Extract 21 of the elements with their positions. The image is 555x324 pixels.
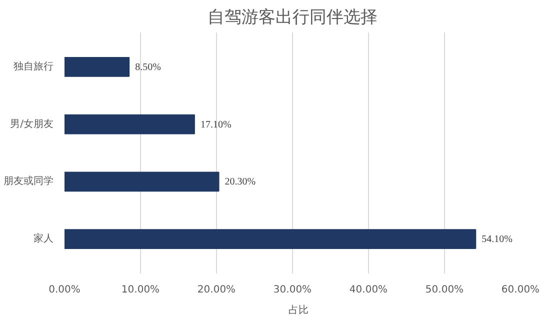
x-tick-label: 20.00%: [197, 284, 236, 296]
x-tick-label: 0.00%: [48, 284, 80, 296]
y-tick-label: 独自旅行: [14, 60, 54, 72]
bar: [64, 114, 195, 134]
bar: [64, 56, 130, 77]
text: 8.50%: [135, 62, 161, 73]
y-tick-label: 朋友或同学: [4, 175, 54, 188]
text: 17.10%: [200, 119, 232, 130]
text: 20.30%: [224, 176, 256, 188]
x-tick-label: 30.00%: [273, 284, 312, 296]
x-tick-label: 10.00%: [121, 284, 160, 296]
x-tick-label: 40.00%: [349, 284, 388, 296]
y-tick-label: 家人: [34, 232, 54, 245]
chart-title: 自驾游客出行同伴选择: [208, 8, 378, 28]
x-tick-label: 60.00%: [501, 284, 540, 296]
x-tick-label: 50.00%: [425, 284, 464, 296]
bar: [64, 229, 476, 250]
y-tick-label: 男/女朋友: [10, 118, 54, 130]
text: 54.10%: [482, 234, 513, 246]
text: 占比: [288, 304, 308, 317]
bar: [64, 172, 220, 192]
